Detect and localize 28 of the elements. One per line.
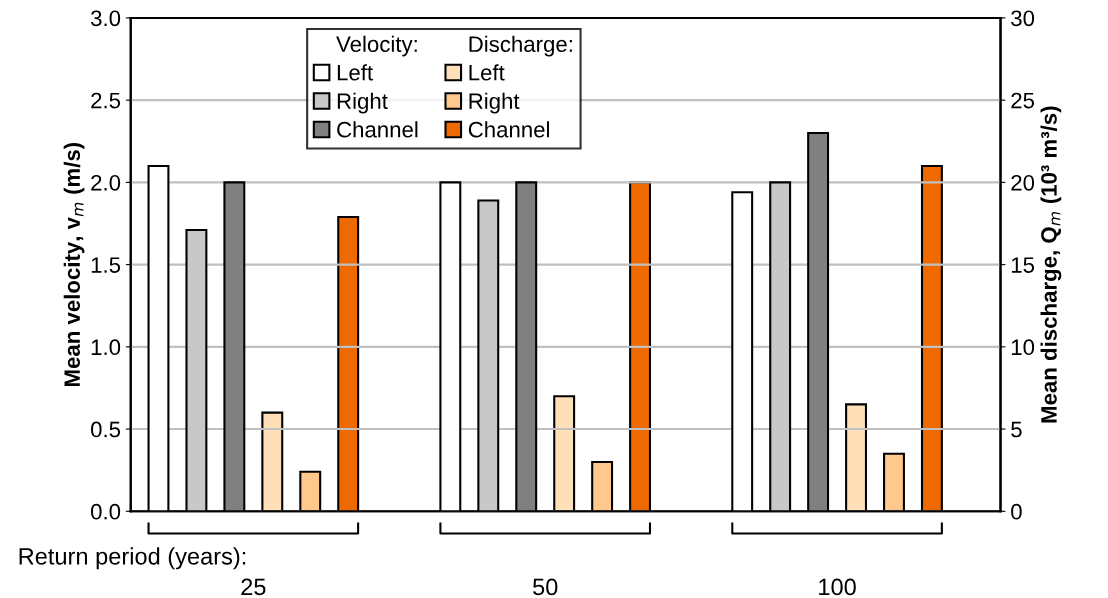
y-tick-label: 1.0 (91, 339, 121, 356)
y2-tick-label: 5 (1011, 421, 1022, 438)
y-tick-label: 0.0 (91, 503, 121, 520)
y-tick-label: 1.5 (91, 257, 121, 273)
y-axis-title: Mean velocity, v$_{m}$ (m/s) (63, 142, 85, 387)
x-axis-title: Return period (years): (19, 547, 246, 570)
y2-tick-label: 30 (1011, 10, 1035, 27)
y-tick-label: 2.0 (91, 174, 121, 191)
y2-tick-label: 0 (1011, 503, 1022, 520)
y2-tick-label: 15 (1011, 257, 1035, 273)
y2-tick-label: 20 (1011, 174, 1035, 191)
y2-tick-label: 25 (1011, 92, 1035, 109)
annotation: Velocity: (336, 35, 417, 57)
legend-label: Channel (468, 121, 549, 138)
legend-label: Left (469, 64, 505, 81)
y-tick-label: 3.0 (90, 10, 121, 27)
x-tick-label: 25 (241, 578, 266, 596)
annotation: Discharge: (469, 35, 572, 57)
x-tick-label: 50 (533, 578, 558, 596)
legend-label: Channel (337, 121, 418, 138)
y2-tick-label: 10 (1011, 339, 1035, 356)
y-tick-label: 0.5 (91, 421, 121, 438)
legend-label: Right (337, 92, 388, 114)
x-tick-label: 100 (819, 578, 856, 596)
y2-axis-title: Mean discharge, Q$_{m}$ (10³ m³/s) (1040, 106, 1062, 423)
y-tick-label: 2.5 (91, 92, 121, 109)
legend-label: Left (337, 64, 373, 81)
legend-label: Right (469, 92, 520, 114)
